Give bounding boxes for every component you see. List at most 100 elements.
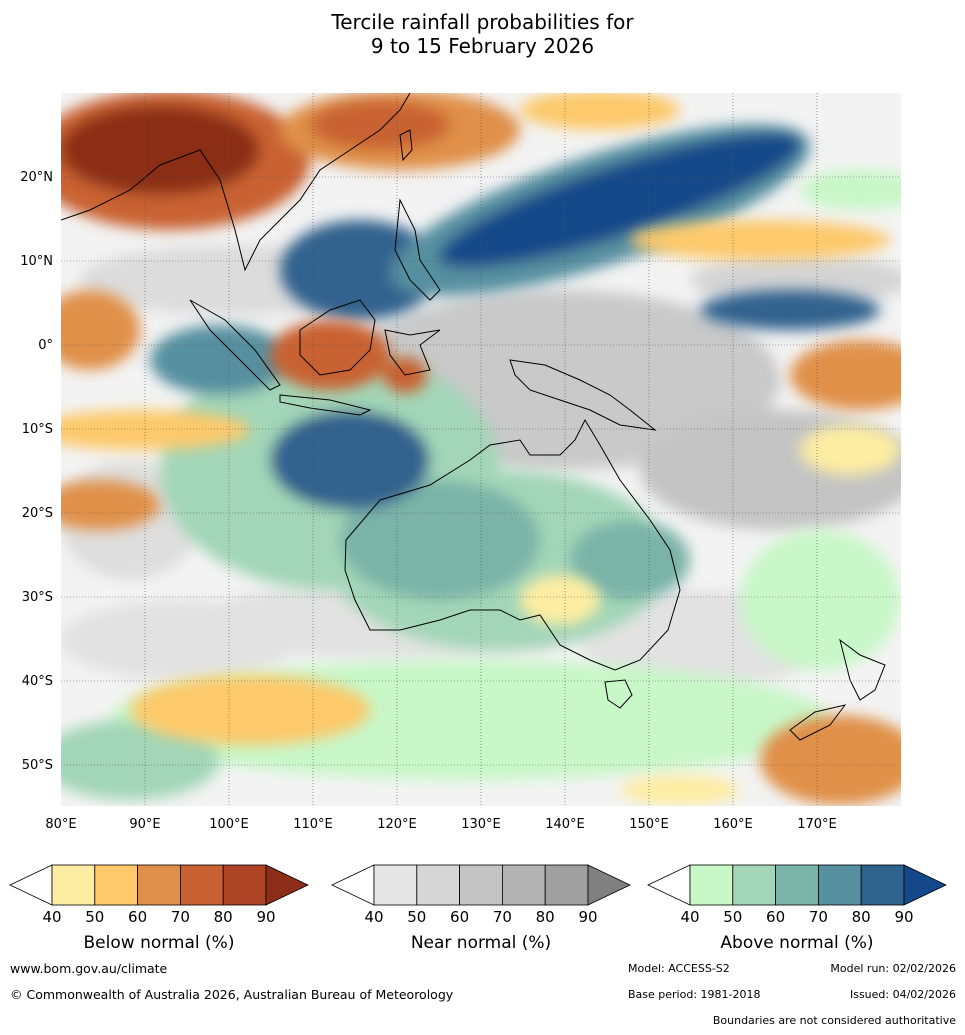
- colorbar-tick-label: 90: [894, 908, 913, 926]
- colorbar-swatch: [544, 864, 589, 906]
- australia-coastline: [344, 418, 681, 671]
- colorbar-swatch: [732, 864, 776, 906]
- title-line-1: Tercile rainfall probabilities for: [331, 10, 634, 34]
- below-normal-area: [61, 480, 160, 530]
- footer-model-run: Model run: 02/02/2026: [830, 962, 956, 975]
- lon-tick-labels: 80°E 90°E 100°E 110°E 120°E 130°E 140°E …: [45, 817, 836, 832]
- below-normal-area: [310, 100, 450, 150]
- below-normal-area: [130, 675, 370, 745]
- above-normal-area: [570, 520, 690, 600]
- lat-tick-labels: 20°N 10°N 0° 10°S 20°S 30°S 40°S 50°S: [20, 170, 53, 773]
- colorbar-label: Below normal (%): [84, 933, 235, 953]
- below-normal-area: [61, 105, 260, 195]
- colorbar-tick-label: 60: [128, 908, 147, 926]
- colorbar-above-normal: 40 50 60 70 80 90 Above normal (%): [647, 864, 947, 953]
- colorbar-extend-high: [587, 864, 631, 906]
- above-normal-area: [740, 530, 900, 670]
- title-line-2: 9 to 15 February 2026: [370, 34, 595, 58]
- footer-disclaimer: Boundaries are not considered authoritat…: [712, 1014, 956, 1027]
- colorbar-extend-low: [331, 864, 375, 906]
- colorbar-label: Near normal (%): [411, 933, 551, 953]
- map-title: Tercile rainfall probabilities for 9 to …: [0, 10, 965, 58]
- colorbar-tick-label: 90: [578, 908, 597, 926]
- lon-tick-label: 120°E: [377, 817, 417, 832]
- colorbar-tick-label: 40: [364, 908, 383, 926]
- colorbar-tick-label: 50: [407, 908, 426, 926]
- colorbar-tick-label: 80: [214, 908, 233, 926]
- below-normal-area: [760, 715, 901, 805]
- lon-tick-label: 130°E: [461, 817, 501, 832]
- borneo-coastline: [299, 299, 376, 376]
- lon-tick-label: 110°E: [293, 817, 333, 832]
- below-normal-area: [61, 290, 140, 370]
- new-guinea-coastline: [509, 359, 657, 431]
- colorbar-tick-label: 70: [493, 908, 512, 926]
- colorbar-swatch: [179, 864, 224, 906]
- lon-tick-label: 80°E: [45, 817, 76, 832]
- above-normal-area: [150, 325, 290, 395]
- footer-url: www.bom.gov.au/climate: [10, 961, 168, 976]
- colorbar-swatch: [501, 864, 546, 906]
- below-normal-area: [270, 320, 390, 390]
- colorbar-tick-label: 60: [766, 908, 785, 926]
- below-normal-areas: [61, 93, 901, 805]
- philippines-coastline: [394, 198, 441, 301]
- lon-tick-label: 100°E: [209, 817, 249, 832]
- below-normal-area: [620, 775, 740, 805]
- probability-field: [61, 93, 901, 806]
- sumatra-coastline: [189, 299, 281, 391]
- colorbar-swatch: [373, 864, 418, 906]
- below-normal-area: [520, 93, 680, 130]
- sulawesi-coastline: [384, 329, 441, 376]
- colorbar-tick-label: 50: [723, 908, 742, 926]
- above-normal-area: [340, 480, 540, 600]
- footer-model: Model: ACCESS-S2: [628, 962, 730, 975]
- colorbar-swatch: [137, 864, 181, 906]
- lon-tick-label: 140°E: [545, 817, 585, 832]
- new-zealand-coastline: [789, 638, 886, 741]
- colorbars: 40 50 60 70 80 90 Below normal (%) 40 50 60 70 80 9…: [9, 864, 947, 953]
- colorbar-extend-high: [265, 864, 309, 906]
- colorbar-swatch: [860, 864, 905, 906]
- below-normal-area: [790, 340, 901, 410]
- lat-tick-label: 10°N: [20, 254, 53, 269]
- lat-tick-label: 20°S: [22, 506, 53, 521]
- colorbar-tick-label: 40: [42, 908, 61, 926]
- colorbar-swatch: [775, 864, 819, 906]
- below-normal-area: [61, 410, 250, 450]
- near-normal-area: [690, 255, 901, 305]
- colorbar-near-normal: 40 50 60 70 80 90 Near normal (%): [331, 864, 631, 953]
- java-coastline: [279, 394, 372, 416]
- above-normal-area: [61, 720, 220, 800]
- colorbar-below-normal: 40 50 60 70 80 90 Below normal (%): [9, 864, 309, 953]
- colorbar-swatch: [94, 864, 139, 906]
- below-normal-area: [630, 220, 890, 260]
- footer-copyright: © Commonwealth of Australia 2026, Austra…: [10, 987, 454, 1002]
- colorbar-tick-label: 70: [171, 908, 190, 926]
- colorbar-swatch: [51, 864, 96, 906]
- footer-base-period: Base period: 1981-2018: [628, 988, 761, 1001]
- colorbar-tick-label: 60: [450, 908, 469, 926]
- colorbar-swatch: [459, 864, 503, 906]
- above-normal-area: [438, 132, 802, 268]
- lon-tick-label: 150°E: [629, 817, 669, 832]
- lat-tick-label: 50°S: [22, 758, 53, 773]
- colorbar-extend-high: [903, 864, 947, 906]
- colorbar-tick-label: 90: [256, 908, 275, 926]
- above-normal-area: [700, 290, 880, 330]
- footer-issued: Issued: 04/02/2026: [849, 988, 956, 1001]
- colorbar-swatch: [689, 864, 734, 906]
- lat-tick-label: 30°S: [22, 590, 53, 605]
- colorbar-swatch: [416, 864, 460, 906]
- below-normal-area: [520, 575, 600, 625]
- lon-tick-label: 160°E: [713, 817, 753, 832]
- colorbar-tick-label: 50: [85, 908, 104, 926]
- colorbar-label: Above normal (%): [720, 933, 873, 953]
- lat-tick-label: 10°S: [22, 422, 53, 437]
- taiwan-coastline: [399, 129, 413, 162]
- tasmania-coastline: [604, 679, 633, 709]
- colorbar-extend-low: [9, 864, 53, 906]
- lon-tick-label: 170°E: [797, 817, 837, 832]
- colorbar-extend-low: [647, 864, 691, 906]
- colorbar-swatch: [818, 864, 862, 906]
